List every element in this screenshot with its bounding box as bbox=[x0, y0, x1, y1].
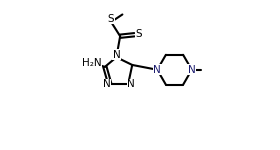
Text: H₂N: H₂N bbox=[82, 58, 102, 68]
Text: S: S bbox=[108, 14, 115, 24]
Text: N: N bbox=[153, 65, 161, 75]
Text: N: N bbox=[127, 79, 135, 89]
Text: N: N bbox=[113, 50, 120, 60]
Text: N: N bbox=[103, 79, 111, 89]
Text: S: S bbox=[136, 29, 142, 39]
Text: N: N bbox=[188, 65, 196, 75]
